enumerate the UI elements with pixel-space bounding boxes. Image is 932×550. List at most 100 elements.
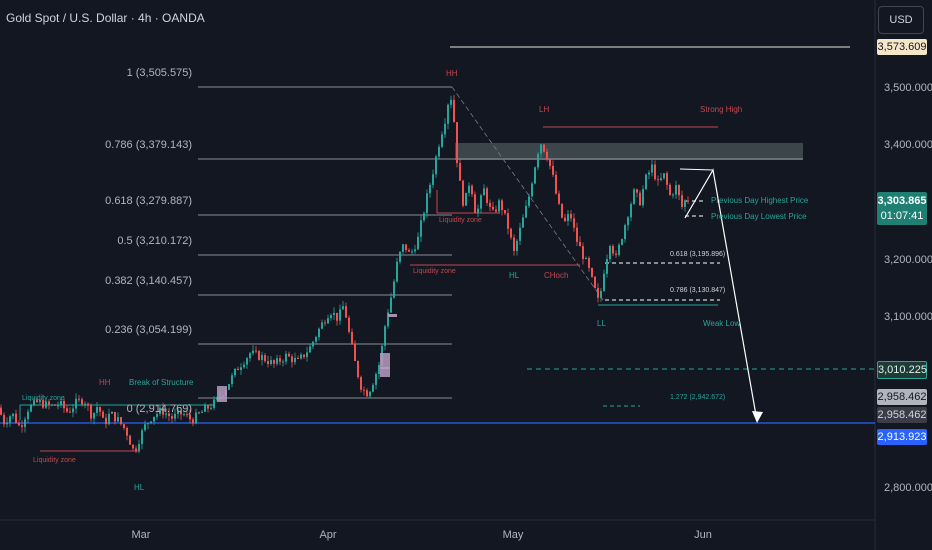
candle: [96, 407, 98, 413]
candle: [69, 411, 71, 413]
candle: [12, 413, 14, 417]
candle: [597, 287, 599, 298]
candle: [258, 351, 260, 360]
fib-label-0: 0 (2,914.769): [127, 403, 192, 415]
label-proj-0786: 0.786 (3,130.847): [670, 287, 725, 294]
candle: [543, 144, 545, 152]
candle: [618, 244, 620, 255]
order-block-small: [388, 314, 397, 317]
candle: [564, 217, 566, 222]
candle: [93, 412, 95, 419]
label-fib1272: 1.272 (2,942.672): [670, 394, 725, 401]
fib-labels: 1 (3,505.575) 0.786 (3,379.143) 0.618 (3…: [105, 67, 192, 415]
candle: [210, 407, 212, 409]
candle: [444, 123, 446, 135]
candle: [669, 184, 671, 195]
candle: [6, 422, 8, 425]
candle: [279, 358, 281, 362]
projection-arrowhead: [752, 411, 763, 423]
candle: [81, 399, 83, 405]
candle: [240, 367, 242, 371]
candle: [540, 144, 542, 154]
candle: [504, 210, 506, 214]
candle: [672, 194, 674, 196]
candle: [459, 163, 461, 181]
candle: [498, 200, 500, 212]
fib-label-0618: 0.618 (3,279.887): [105, 195, 192, 207]
candle: [471, 185, 473, 195]
candle: [642, 189, 644, 206]
candle: [297, 357, 299, 359]
currency-button[interactable]: USD: [878, 6, 924, 34]
candle: [39, 400, 41, 403]
candle: [582, 246, 584, 259]
structure-lines-red: [40, 126, 718, 452]
candle: [33, 400, 35, 406]
candle: [435, 156, 437, 175]
candle: [570, 213, 572, 219]
candle: [234, 368, 236, 376]
candle: [168, 413, 170, 417]
candle: [660, 178, 662, 181]
label-prev-high: Previous Day Highest Price: [711, 196, 809, 205]
candle: [378, 364, 380, 375]
candle: [426, 193, 428, 214]
candle: [336, 312, 338, 321]
candle: [528, 196, 530, 206]
candle: [264, 355, 266, 362]
price-tick-3100: 3,100.000: [884, 311, 932, 323]
label-hh-top: HH: [446, 69, 458, 78]
candle: [561, 203, 563, 218]
price-tick-2800: 2,800.000: [884, 482, 932, 494]
candle: [429, 184, 431, 194]
candle: [255, 350, 257, 352]
candle: [150, 421, 152, 424]
candle: [303, 354, 305, 357]
candle: [84, 403, 86, 405]
time-tick-apr: Apr: [319, 529, 336, 541]
candle: [309, 346, 311, 353]
candle: [549, 159, 551, 166]
price-tick-3400: 3,400.000: [884, 139, 932, 151]
time-axis: Mar Apr May Jun: [132, 529, 712, 541]
candle: [393, 281, 395, 298]
candle: [165, 413, 167, 415]
candle: [666, 173, 668, 185]
candle: [366, 390, 368, 397]
candle: [654, 164, 656, 180]
order-block-mid: [380, 353, 390, 369]
candle: [516, 240, 518, 252]
candle: [180, 410, 182, 415]
candle: [579, 241, 581, 247]
candle: [174, 413, 176, 419]
candle: [513, 237, 515, 252]
candle: [411, 251, 413, 253]
candle: [468, 185, 470, 193]
candle: [288, 353, 290, 357]
candle: [60, 400, 62, 406]
label-prev-low: Previous Day Lowest Price: [711, 212, 807, 221]
candle: [420, 220, 422, 237]
candle: [9, 416, 11, 423]
current-price-value: 3,303.865: [877, 195, 927, 207]
fib-label-0382: 0.382 (3,140.457): [105, 275, 192, 287]
candle: [345, 306, 347, 318]
candle: [387, 312, 389, 327]
candle: [348, 317, 350, 332]
candle: [291, 356, 293, 363]
candle: [357, 361, 359, 378]
candle: [273, 360, 275, 364]
candle: [99, 407, 101, 412]
candle: [390, 297, 392, 313]
candle: [108, 413, 110, 425]
candle: [456, 122, 458, 164]
candle: [198, 412, 200, 414]
candle: [36, 400, 38, 403]
candle: [624, 225, 626, 240]
price-tick-3200: 3,200.000: [884, 254, 932, 266]
candle: [591, 267, 593, 277]
candle: [213, 399, 215, 408]
candle: [633, 189, 635, 205]
candle: [162, 407, 164, 415]
